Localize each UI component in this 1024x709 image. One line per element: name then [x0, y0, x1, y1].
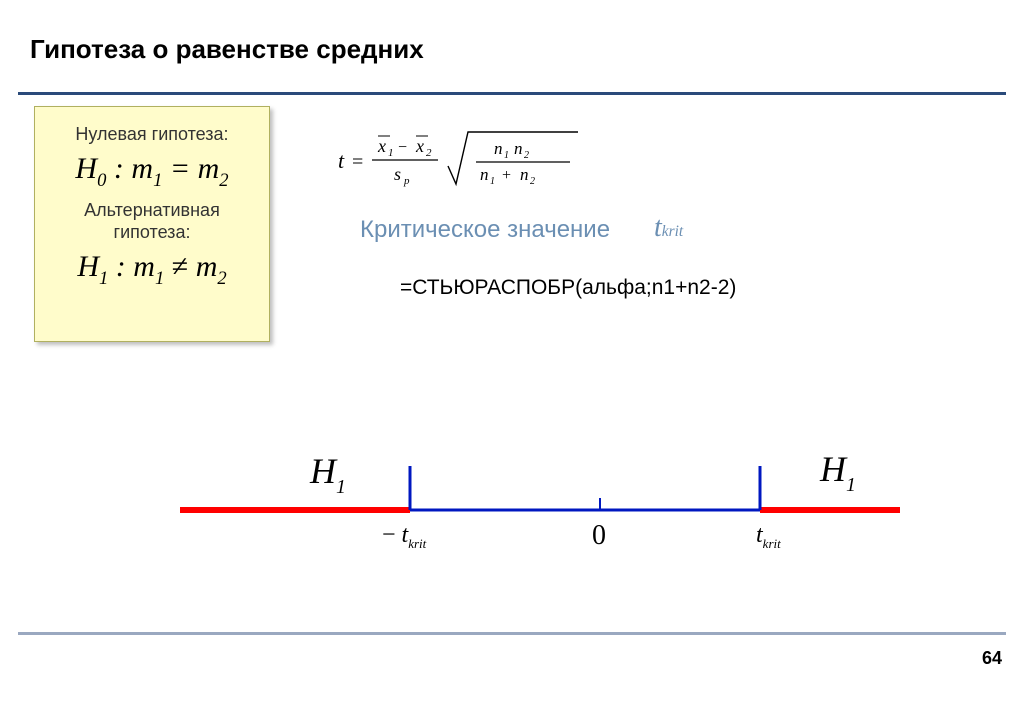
- alt-hyp-formula: H1 : m1 ≠ m2: [35, 250, 269, 289]
- page-number: 64: [982, 648, 1002, 669]
- top-rule: [18, 92, 1006, 95]
- svg-text:−: −: [398, 139, 407, 156]
- svg-text:+: +: [502, 167, 511, 184]
- label-neg-t: − tkrit: [382, 522, 427, 551]
- slide: Гипотеза о равенстве средних Нулевая гип…: [0, 0, 1024, 709]
- formula-eq: =: [352, 151, 363, 173]
- excel-function: =СТЬЮРАСПОБР(альфа;n1+n2-2): [400, 276, 736, 300]
- svg-text:2: 2: [524, 150, 529, 161]
- hypotheses-box: Нулевая гипотеза: H0 : m1 = m2 Альтернат…: [34, 106, 270, 342]
- svg-text:n: n: [514, 139, 523, 158]
- svg-text:n: n: [520, 165, 529, 184]
- alt-hyp-label-2: гипотеза:: [35, 221, 269, 244]
- svg-text:1: 1: [490, 176, 495, 187]
- svg-text:2: 2: [426, 147, 432, 159]
- formula-t: t: [338, 148, 345, 173]
- svg-text:p: p: [403, 175, 410, 187]
- bottom-rule: [18, 632, 1006, 635]
- alt-hyp-label-1: Альтернативная: [35, 199, 269, 222]
- null-hyp-label: Нулевая гипотеза:: [35, 123, 269, 146]
- svg-text:n: n: [480, 165, 489, 184]
- svg-text:x: x: [415, 136, 424, 156]
- svg-text:1: 1: [388, 147, 394, 159]
- null-hyp-formula: H0 : m1 = m2: [35, 152, 269, 191]
- svg-text:1: 1: [504, 150, 509, 161]
- number-line-diagram: − tkrit 0 tkrit: [180, 440, 900, 590]
- svg-text:2: 2: [530, 176, 535, 187]
- critical-value-label: Критическое значение: [360, 216, 610, 244]
- svg-text:x: x: [377, 136, 386, 156]
- slide-title: Гипотеза о равенстве средних: [30, 34, 424, 65]
- t-statistic-formula: t = x 1 − x 2 s p: [338, 126, 598, 196]
- label-pos-t: tkrit: [756, 522, 781, 551]
- label-zero: 0: [592, 520, 606, 551]
- critical-t-symbol: tkrit: [654, 212, 683, 244]
- svg-text:s: s: [394, 164, 401, 184]
- svg-text:n: n: [494, 139, 503, 158]
